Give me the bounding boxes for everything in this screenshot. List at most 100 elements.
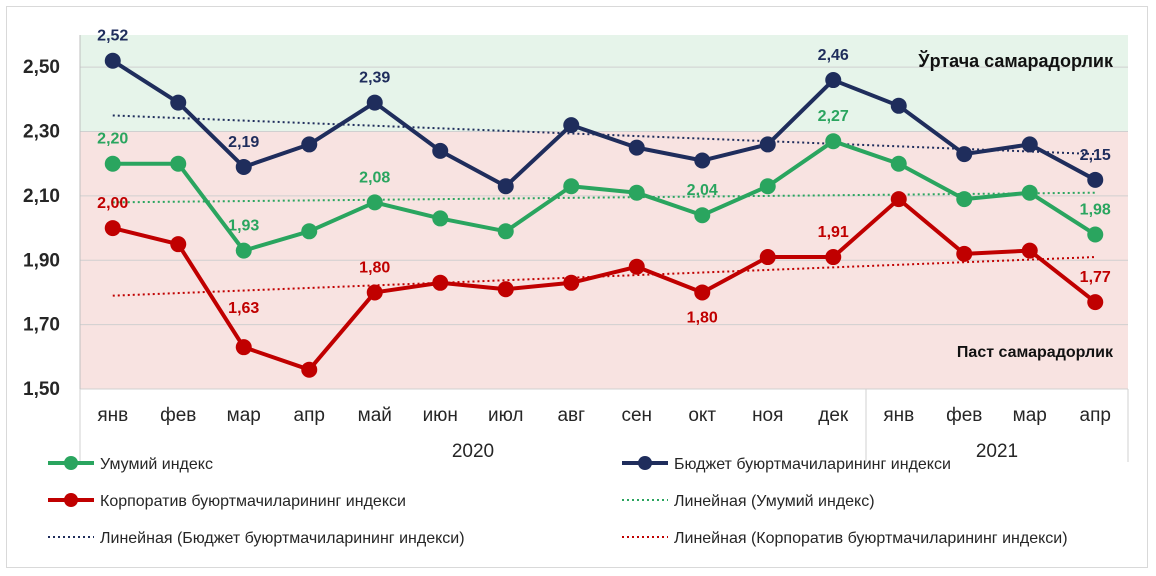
data-label-budget: 2,39 bbox=[359, 70, 390, 87]
x-tick-label: мар bbox=[1013, 405, 1047, 426]
legend-item-trend-budget: Линейная (Бюджет буюртмачиларининг индек… bbox=[48, 530, 465, 547]
data-label-corporate: 1,63 bbox=[228, 300, 259, 317]
point-corporate bbox=[694, 284, 711, 301]
legend-label: Бюджет буюртмачиларининг индекси bbox=[674, 456, 951, 473]
y-tick-label: 2,10 bbox=[23, 186, 60, 207]
point-overall bbox=[366, 194, 383, 211]
y-tick-label: 2,30 bbox=[23, 122, 60, 143]
legend-swatch-marker bbox=[638, 456, 652, 470]
point-overall bbox=[956, 191, 973, 208]
zone-label-mid: Ўртача самарадорлик bbox=[917, 50, 1114, 71]
legend-item-corporate: Корпоратив буюртмачиларининг индекси bbox=[48, 493, 406, 510]
data-label-corporate: 1,77 bbox=[1080, 269, 1111, 286]
y-tick-label: 1,90 bbox=[23, 250, 60, 271]
point-overall bbox=[1087, 226, 1104, 243]
legend-label: Корпоратив буюртмачиларининг индекси bbox=[100, 493, 406, 510]
point-corporate bbox=[170, 236, 187, 253]
point-overall bbox=[563, 178, 580, 195]
data-labels: 2,52 2,19 2,39 2,46 2,15 2,20 1,93 2,08 2,04 2,27… bbox=[97, 28, 1111, 327]
point-budget bbox=[1021, 136, 1038, 153]
legend-item-overall: Умумий индекс bbox=[48, 456, 213, 473]
x-tick-label: июл bbox=[488, 405, 524, 426]
point-budget bbox=[759, 136, 776, 153]
point-corporate bbox=[366, 284, 383, 301]
point-budget bbox=[890, 97, 907, 114]
point-corporate bbox=[759, 249, 776, 266]
y-tick-label: 1,50 bbox=[23, 379, 60, 400]
point-corporate bbox=[497, 281, 514, 298]
point-overall bbox=[104, 155, 121, 172]
point-overall bbox=[1021, 184, 1038, 201]
legend-label: Умумий индекс bbox=[100, 456, 213, 473]
point-budget bbox=[301, 136, 318, 153]
legend-label: Линейная (Корпоратив буюртмачиларининг и… bbox=[674, 530, 1068, 547]
series-line-corporate bbox=[112, 197, 1097, 372]
x-tick-label: дек bbox=[818, 405, 849, 426]
data-label-corporate: 1,80 bbox=[687, 309, 718, 326]
legend-label: Линейная (Бюджет буюртмачиларининг индек… bbox=[100, 530, 465, 547]
data-label-corporate: 2,00 bbox=[97, 195, 128, 212]
trendline-overall bbox=[112, 191, 1096, 204]
data-label-budget: 2,52 bbox=[97, 28, 128, 45]
band-mid bbox=[80, 35, 1128, 132]
point-overall bbox=[759, 178, 776, 195]
point-budget bbox=[563, 117, 580, 134]
point-overall bbox=[432, 210, 449, 227]
data-label-budget: 2,19 bbox=[228, 134, 259, 151]
legend-item-budget: Бюджет буюртмачиларининг индекси bbox=[622, 456, 951, 473]
point-corporate bbox=[235, 339, 252, 356]
x-tick-label: май bbox=[358, 405, 392, 426]
data-label-overall: 2,08 bbox=[359, 169, 390, 186]
x-tick-label: фев bbox=[946, 405, 982, 426]
point-corporate bbox=[825, 249, 842, 266]
legend-label: Линейная (Умумий индекс) bbox=[674, 493, 875, 510]
chart-frame bbox=[6, 6, 1148, 568]
year-label: 2020 bbox=[452, 441, 494, 462]
x-tick-label: янв bbox=[883, 405, 914, 426]
data-label-overall: 1,93 bbox=[228, 218, 259, 235]
x-tick-label: апр bbox=[294, 405, 325, 426]
point-overall bbox=[890, 155, 907, 172]
point-budget bbox=[104, 52, 121, 69]
x-tick-label: авг bbox=[557, 405, 585, 426]
point-budget bbox=[825, 72, 842, 89]
x-tick-label: ноя bbox=[752, 405, 783, 426]
point-budget bbox=[497, 178, 514, 195]
point-budget bbox=[235, 158, 252, 175]
series-lines bbox=[104, 52, 1104, 378]
y-tick-label: 1,70 bbox=[23, 315, 60, 336]
point-budget bbox=[432, 142, 449, 159]
point-overall bbox=[235, 242, 252, 259]
legend-item-trend-overall: Линейная (Умумий индекс) bbox=[622, 493, 875, 510]
gridlines bbox=[80, 66, 1128, 390]
series-line-budget bbox=[111, 59, 1097, 189]
point-corporate bbox=[104, 220, 121, 237]
data-label-budget: 2,46 bbox=[818, 47, 849, 64]
year-label: 2021 bbox=[976, 441, 1018, 462]
x-axis: янв фев мар апр май июн июл авг сен окт ноя дек янв ф… bbox=[79, 389, 1129, 462]
point-budget bbox=[170, 94, 187, 111]
point-budget bbox=[1087, 171, 1104, 188]
point-overall bbox=[694, 207, 711, 224]
data-label-corporate: 1,91 bbox=[818, 224, 849, 241]
x-tick-label: сен bbox=[621, 405, 652, 426]
zone-label-low: Паст самарадорлик bbox=[957, 344, 1114, 361]
data-label-overall: 1,98 bbox=[1080, 202, 1111, 219]
data-label-corporate: 1,80 bbox=[359, 259, 390, 276]
point-corporate bbox=[890, 191, 907, 208]
x-tick-label: апр bbox=[1080, 405, 1111, 426]
point-budget bbox=[694, 152, 711, 169]
data-label-overall: 2,04 bbox=[687, 182, 718, 199]
data-label-overall: 2,27 bbox=[818, 108, 849, 125]
y-tick-label: 2,50 bbox=[23, 57, 60, 78]
point-corporate bbox=[301, 361, 318, 378]
x-tick-label: июн bbox=[423, 405, 458, 426]
point-budget bbox=[956, 146, 973, 163]
x-tick-label: окт bbox=[688, 405, 716, 426]
point-overall bbox=[497, 223, 514, 240]
point-overall bbox=[170, 155, 187, 172]
legend: Умумий индекс Бюджет буюртмачиларининг ин… bbox=[48, 456, 1068, 547]
x-tick-label: мар bbox=[227, 405, 261, 426]
legend-swatch-marker bbox=[64, 493, 78, 507]
data-label-overall: 2,20 bbox=[97, 131, 128, 148]
